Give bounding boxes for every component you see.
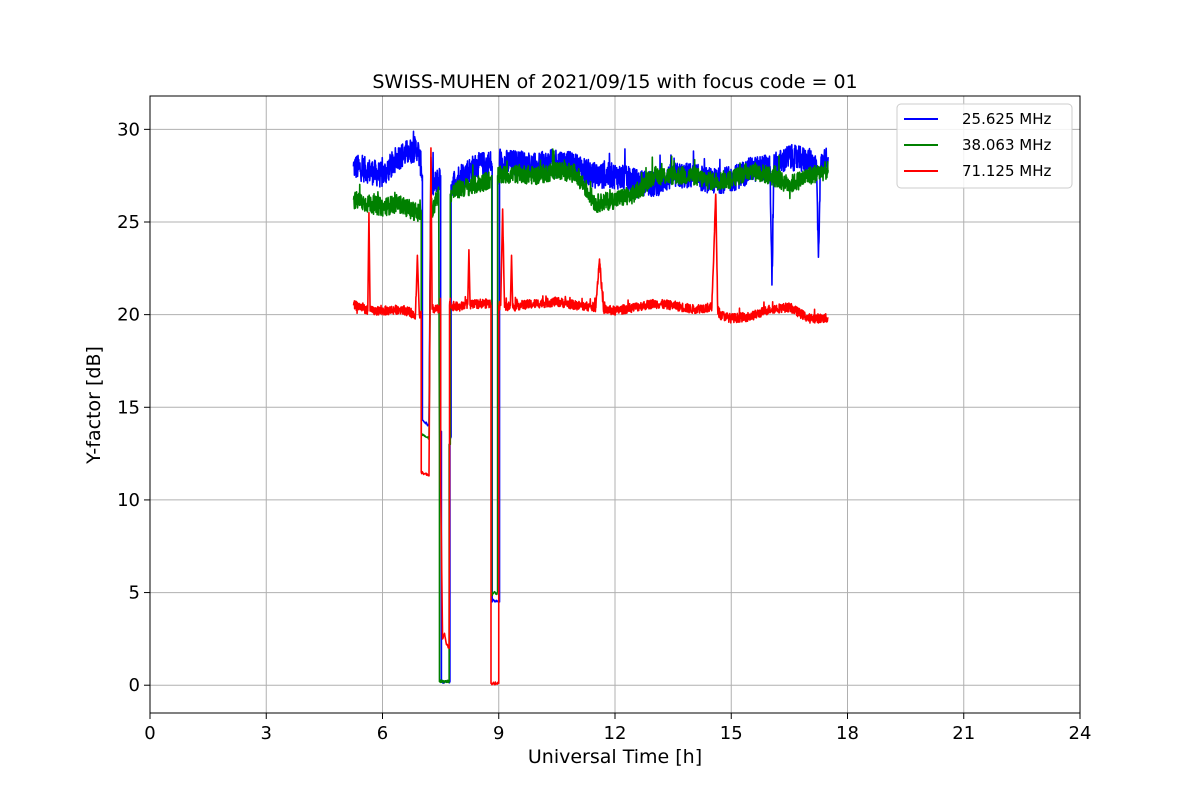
y-axis-label: Y-factor [dB] xyxy=(83,346,105,465)
series-layer xyxy=(352,130,829,686)
series-line-2 xyxy=(352,148,829,684)
x-tick-label: 18 xyxy=(836,723,859,744)
x-tick-label: 24 xyxy=(1069,723,1092,744)
x-tick-label: 0 xyxy=(144,723,155,744)
x-tick-label: 12 xyxy=(604,723,627,744)
x-axis-label: Universal Time [h] xyxy=(528,746,702,768)
series-line-3 xyxy=(352,147,829,686)
y-tick-label: 10 xyxy=(117,490,140,511)
x-tick-label: 6 xyxy=(377,723,388,744)
legend: 25.625 MHz 38.063 MHz 71.125 MHz xyxy=(896,103,1073,189)
legend-label-3: 71.125 MHz xyxy=(962,162,1051,180)
chart-title: SWISS-MUHEN of 2021/09/15 with focus cod… xyxy=(372,71,857,93)
y-tick-label: 5 xyxy=(129,583,140,604)
x-tick-label: 15 xyxy=(720,723,743,744)
y-tick-label: 30 xyxy=(117,119,140,140)
x-tick-label: 9 xyxy=(493,723,504,744)
legend-label-2: 38.063 MHz xyxy=(962,136,1051,154)
y-tick-label: 20 xyxy=(117,305,140,326)
legend-box xyxy=(896,103,1073,189)
x-tick-label: 3 xyxy=(261,723,272,744)
ticks: 0 3 6 9 12 15 18 21 24 0 5 10 15 20 25 30 xyxy=(117,119,1091,744)
x-tick-label: 21 xyxy=(952,723,975,744)
y-tick-label: 15 xyxy=(117,397,140,418)
y-tick-label: 0 xyxy=(129,675,140,696)
legend-label-1: 25.625 MHz xyxy=(962,110,1051,128)
y-tick-label: 25 xyxy=(117,212,140,233)
